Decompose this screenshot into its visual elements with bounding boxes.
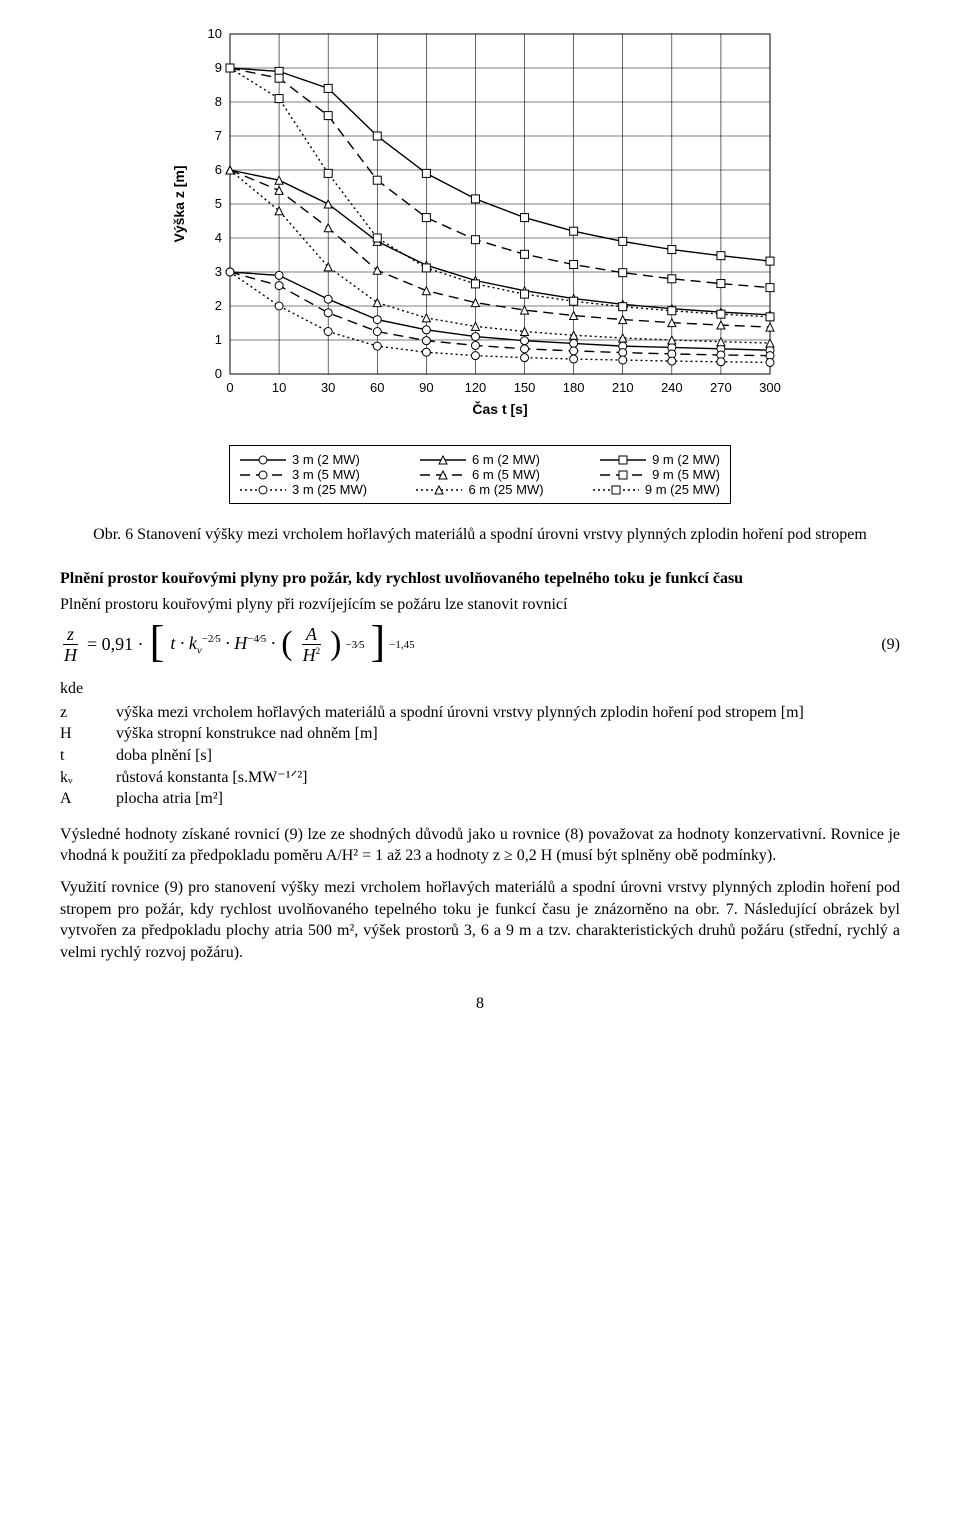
legend-item: 9 m (25 MW) xyxy=(593,482,720,497)
legend-swatch xyxy=(416,483,462,497)
where-description: růstová konstanta [s.MW⁻¹ᐟ²] xyxy=(116,767,900,789)
legend-swatch xyxy=(420,453,466,467)
section-heading: Plnění prostor kouřovými plyny pro požár… xyxy=(60,570,900,588)
equation-number: (9) xyxy=(881,636,900,654)
svg-text:240: 240 xyxy=(661,380,683,395)
page: 0 1 2 3 4 5 6 7 8 9 10 0 10 30 60 90 120 150 180 210 240 270 3… xyxy=(0,0,960,1053)
legend-label: 9 m (2 MW) xyxy=(652,452,720,467)
where-description: výška stropní konstrukce nad ohněm [m] xyxy=(116,723,900,745)
svg-text:30: 30 xyxy=(321,380,335,395)
svg-text:210: 210 xyxy=(612,380,634,395)
where-row: Hvýška stropní konstrukce nad ohněm [m] xyxy=(60,723,900,745)
legend-swatch xyxy=(600,453,646,467)
svg-text:180: 180 xyxy=(563,380,585,395)
chart: 0 1 2 3 4 5 6 7 8 9 10 0 10 30 60 90 120 150 180 210 240 270 3… xyxy=(160,20,800,430)
legend-row: 3 m (25 MW) 6 m (25 MW) 9 m (25 MW) xyxy=(240,482,720,497)
legend-item: 3 m (25 MW) xyxy=(240,482,367,497)
where-description: doba plnění [s] xyxy=(116,745,900,767)
svg-text:90: 90 xyxy=(419,380,433,395)
svg-text:2: 2 xyxy=(215,298,222,313)
where-row: z výška mezi vrcholem hořlavých materiálů… xyxy=(60,702,900,724)
where-symbol: z xyxy=(60,702,88,724)
legend-label: 6 m (25 MW) xyxy=(468,482,543,497)
legend-swatch xyxy=(240,483,286,497)
svg-text:6: 6 xyxy=(215,162,222,177)
legend-label: 6 m (5 MW) xyxy=(472,467,540,482)
svg-text:7: 7 xyxy=(215,128,222,143)
legend-label: 3 m (25 MW) xyxy=(292,482,367,497)
paragraph-2: Výsledné hodnoty získané rovnicí (9) lze… xyxy=(60,824,900,867)
svg-text:8: 8 xyxy=(215,94,222,109)
legend-item: 6 m (5 MW) xyxy=(420,467,540,482)
legend-swatch xyxy=(600,468,646,482)
svg-text:150: 150 xyxy=(514,380,536,395)
legend-label: 9 m (5 MW) xyxy=(652,467,720,482)
legend-label: 9 m (25 MW) xyxy=(645,482,720,497)
svg-text:3: 3 xyxy=(215,264,222,279)
legend-swatch xyxy=(420,468,466,482)
where-description: plocha atria [m²] xyxy=(116,788,900,810)
legend-swatch xyxy=(593,483,639,497)
legend-item: 9 m (5 MW) xyxy=(600,467,720,482)
svg-text:270: 270 xyxy=(710,380,732,395)
svg-text:0: 0 xyxy=(226,380,233,395)
paragraph-3: Využití rovnice (9) pro stanovení výšky … xyxy=(60,877,900,963)
where-symbol: H xyxy=(60,723,88,745)
svg-text:120: 120 xyxy=(465,380,487,395)
legend-label: 6 m (2 MW) xyxy=(472,452,540,467)
svg-text:60: 60 xyxy=(370,380,384,395)
figure-caption: Obr. 6 Stanovení výšky mezi vrcholem hoř… xyxy=(60,524,900,546)
where-list: kde z výška mezi vrcholem hořlavých mater… xyxy=(60,678,900,810)
svg-text:300: 300 xyxy=(759,380,781,395)
equation-row: zH = 0,91 · [ t · kv−2⁄5 · H−4⁄5 · ( AH2… xyxy=(60,625,900,664)
where-label: kde xyxy=(60,678,900,700)
legend-item: 9 m (2 MW) xyxy=(600,452,720,467)
svg-text:1: 1 xyxy=(215,332,222,347)
svg-text:5: 5 xyxy=(215,196,222,211)
where-symbol: A xyxy=(60,788,88,810)
svg-text:0: 0 xyxy=(215,366,222,381)
chart-legend: 3 m (2 MW)6 m (2 MW)9 m (2 MW)3 m (5 MW)… xyxy=(229,445,731,504)
legend-item: 6 m (2 MW) xyxy=(420,452,540,467)
svg-text:4: 4 xyxy=(215,230,222,245)
svg-text:10: 10 xyxy=(208,26,222,41)
equation-9: zH = 0,91 · [ t · kv−2⁄5 · H−4⁄5 · ( AH2… xyxy=(60,625,415,664)
legend-item: 6 m (25 MW) xyxy=(416,482,543,497)
where-row: kᵥ růstová konstanta [s.MW⁻¹ᐟ²] xyxy=(60,767,900,789)
legend-item: 3 m (2 MW) xyxy=(240,452,360,467)
page-number: 8 xyxy=(60,995,900,1013)
where-row: Aplocha atria [m²] xyxy=(60,788,900,810)
legend-label: 3 m (5 MW) xyxy=(292,467,360,482)
svg-text:Čas t [s]: Čas t [s] xyxy=(472,400,527,417)
svg-text:Výška z [m]: Výška z [m] xyxy=(171,165,187,242)
where-symbol: kᵥ xyxy=(60,767,88,789)
where-description: výška mezi vrcholem hořlavých materiálů … xyxy=(116,702,900,724)
legend-row: 3 m (2 MW) 6 m (2 MW) 9 m (2 MW) xyxy=(240,452,720,467)
legend-swatch xyxy=(240,453,286,467)
where-symbol: t xyxy=(60,745,88,767)
legend-row: 3 m (5 MW) 6 m (5 MW) 9 m (5 MW) xyxy=(240,467,720,482)
legend-label: 3 m (2 MW) xyxy=(292,452,360,467)
legend-swatch xyxy=(240,468,286,482)
intro-paragraph: Plnění prostoru kouřovými plyny při rozv… xyxy=(60,594,900,616)
where-row: t doba plnění [s] xyxy=(60,745,900,767)
svg-text:10: 10 xyxy=(272,380,286,395)
svg-text:9: 9 xyxy=(215,60,222,75)
chart-container: 0 1 2 3 4 5 6 7 8 9 10 0 10 30 60 90 120 150 180 210 240 270 3… xyxy=(160,20,800,435)
legend-item: 3 m (5 MW) xyxy=(240,467,360,482)
